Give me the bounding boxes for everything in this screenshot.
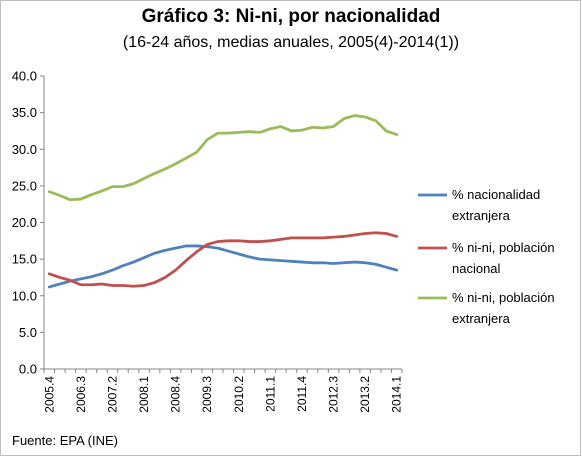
y-tick-label: 0.0 <box>19 362 37 377</box>
chart-subtitle: (16-24 años, medias anuales, 2005(4)-201… <box>122 34 460 51</box>
legend-label-1: % nacionalidad <box>452 187 540 202</box>
x-tick-label: 2013.2 <box>358 376 372 413</box>
x-tick-label: 2011.4 <box>295 376 309 412</box>
chart-title: Gráfico 3: Ni-ni, por nacionalidad <box>141 6 441 27</box>
legend-label-2: nacional <box>452 261 501 276</box>
x-axis: 2005.4 2006.3 2007.2 2008.1 2008.4 2009.3 2010… <box>42 368 404 413</box>
legend: % nacionalidad extranjera % ni-ni, poblaci… <box>418 187 555 326</box>
series-line-3 <box>47 114 399 202</box>
legend-label-1: extranjera <box>452 208 511 223</box>
series-line-2 <box>47 231 399 288</box>
y-tick-label: 40.0 <box>12 69 37 84</box>
x-tick-label: 2011.1 <box>263 376 277 412</box>
x-tick-label: 2010.2 <box>232 376 246 413</box>
series-line-1 <box>47 244 399 289</box>
y-tick-label: 35.0 <box>12 105 37 120</box>
x-tick-label: 2014.1 <box>390 376 404 413</box>
y-tick-label: 10.0 <box>12 288 37 303</box>
legend-label-3: % ni-ni, población <box>452 290 555 305</box>
x-tick-label: 2008.1 <box>137 376 151 413</box>
x-tick-label: 2012.3 <box>327 376 341 413</box>
source-note: Fuente: EPA (INE) <box>12 433 118 448</box>
x-tick-label: 2009.3 <box>200 376 214 413</box>
x-tick-label: 2005.4 <box>42 376 56 413</box>
y-tick-label: 20.0 <box>12 215 37 230</box>
y-tick-label: 5.0 <box>19 325 37 340</box>
y-tick-label: 25.0 <box>12 178 37 193</box>
y-tick-label: 15.0 <box>12 252 37 267</box>
legend-label-3: extranjera <box>452 311 511 326</box>
series-layer <box>47 114 399 289</box>
x-tick-label: 2006.3 <box>74 376 88 413</box>
x-tick-label: 2007.2 <box>105 376 119 413</box>
legend-label-2: % ni-ni, población <box>452 240 555 255</box>
y-tick-label: 30.0 <box>12 142 37 157</box>
x-tick-label: 2008.4 <box>169 376 183 413</box>
y-axis: 0.0 5.0 10.0 15.0 20.0 25.0 30.0 35.0 40.0 <box>12 69 45 377</box>
